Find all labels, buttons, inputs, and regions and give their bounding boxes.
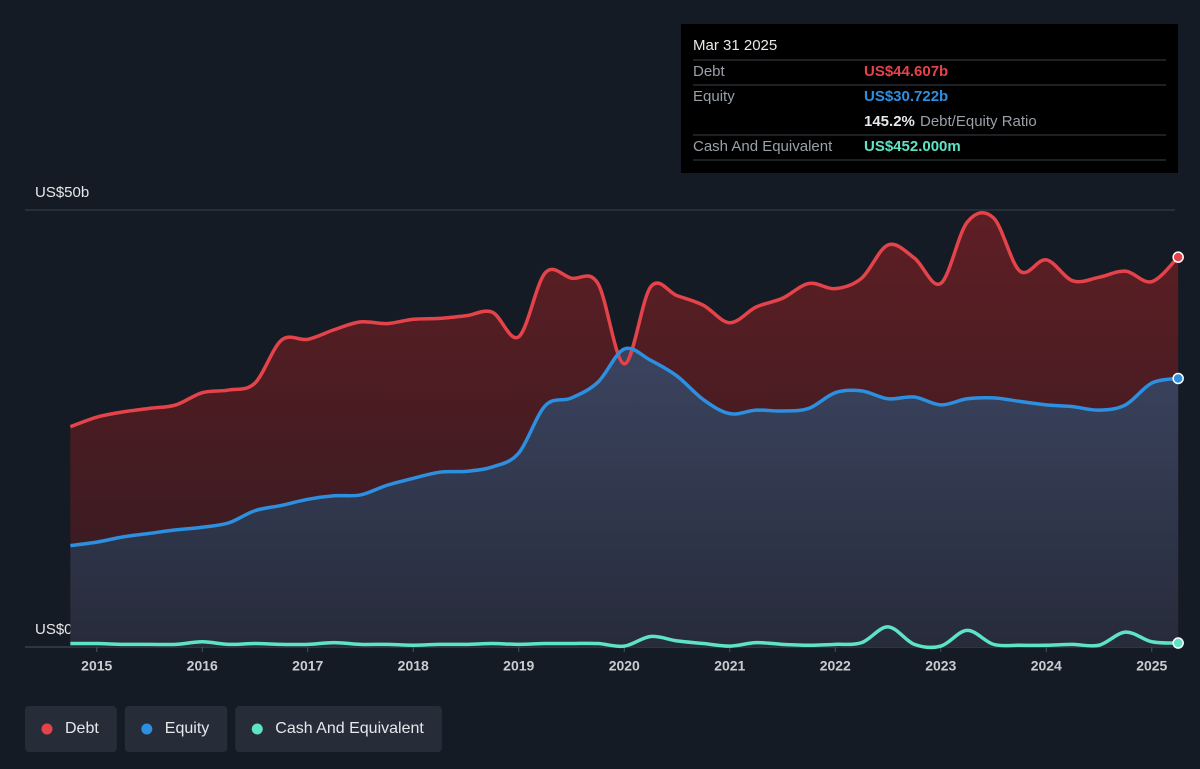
end-point — [1172, 251, 1184, 263]
legend-swatch — [251, 723, 263, 735]
tooltip-row-name: Debt — [693, 63, 726, 80]
y-tick-label: US$50b — [35, 184, 89, 201]
tooltip-row-name: Equity — [693, 88, 735, 105]
x-tick-label: 2021 — [714, 658, 745, 674]
tooltip-box — [681, 24, 1178, 173]
legend: Debt Equity Cash And Equivalent — [25, 706, 442, 752]
legend-label: Debt — [65, 720, 99, 737]
legend-swatch — [141, 723, 153, 735]
x-tick-label: 2022 — [820, 658, 851, 674]
legend-item[interactable]: Equity — [124, 706, 228, 752]
legend-label: Cash And Equivalent — [275, 720, 424, 737]
x-tick-label: 2017 — [292, 658, 323, 674]
series-area — [70, 348, 1179, 647]
end-point — [1172, 372, 1184, 385]
end-point — [1172, 637, 1184, 649]
tooltip-row-name: Cash And Equivalent — [693, 138, 833, 155]
x-tick-label: 2019 — [503, 658, 534, 674]
tooltip-row-value: US$44.607b — [864, 63, 948, 80]
tooltip-ratio: 145.2% — [864, 113, 915, 130]
legend-swatch — [41, 723, 53, 735]
tooltip-row-value: US$30.722b — [864, 88, 948, 105]
plot-area: US$0 US$50b 2015 2016 2017 2018 2019 2020 2021 20… — [25, 184, 1184, 674]
y-tick-label: US$0 — [35, 621, 73, 638]
tooltip-date: Mar 31 2025 — [693, 37, 777, 54]
x-tick-label: 2023 — [925, 658, 956, 674]
x-tick-label: 2015 — [81, 658, 112, 674]
tooltip-ratio-label: Debt/Equity Ratio — [920, 113, 1037, 130]
x-tick-label: 2018 — [398, 658, 429, 674]
tooltip-row-value: US$452.000m — [864, 138, 961, 155]
tooltip: Mar 31 2025 Debt US$44.607b Equity US$30… — [681, 24, 1178, 173]
legend-button — [235, 706, 442, 752]
legend-item[interactable]: Cash And Equivalent — [235, 706, 442, 752]
series-line — [69, 211, 1180, 429]
legend-label: Equity — [165, 720, 209, 737]
x-tick-label: 2024 — [1031, 658, 1062, 674]
x-tick-label: 2025 — [1136, 658, 1167, 674]
x-tick-label: 2020 — [609, 658, 640, 674]
legend-button — [124, 706, 228, 752]
x-tick-label: 2016 — [187, 658, 218, 674]
series-line — [70, 625, 1179, 650]
legend-button — [25, 706, 117, 752]
series-line — [70, 346, 1179, 548]
legend-item[interactable]: Debt — [25, 706, 117, 752]
